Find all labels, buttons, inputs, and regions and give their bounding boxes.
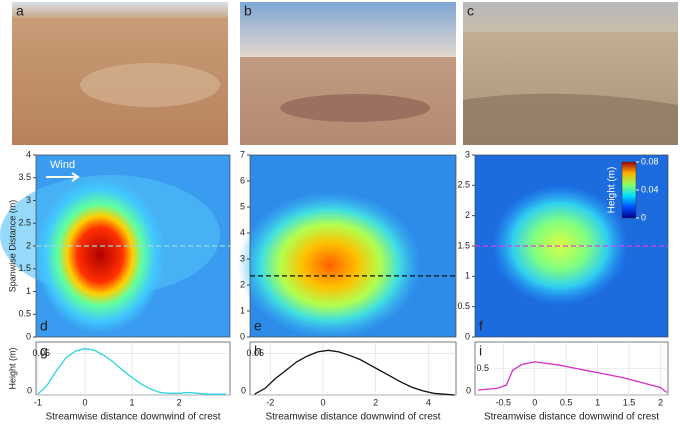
photo-sky — [12, 2, 228, 18]
panel-label: b — [244, 3, 252, 19]
annotation: Wind — [50, 159, 75, 171]
photos: a b c — [12, 2, 678, 145]
y-axis-label: Height (m) — [7, 347, 17, 389]
x-tick-label: 0.5 — [560, 397, 573, 407]
colorbar-tick-label: 0.04 — [641, 184, 659, 194]
x-tick-label: 0 — [532, 397, 537, 407]
panel-label: a — [16, 3, 24, 19]
y-tick-label: 2 — [465, 210, 470, 220]
x-tick-label: 2 — [373, 397, 378, 407]
panel-label: h — [254, 343, 262, 359]
heatmap-blob — [492, 185, 628, 305]
y-tick-label: 0.05 — [246, 348, 264, 358]
colorbar-tick-label: 0 — [641, 212, 646, 222]
y-tick-label: 7 — [240, 149, 245, 159]
x-axis-label: Streamwise distance downwind of crest — [45, 412, 220, 423]
x-tick-label: -0.5 — [496, 397, 512, 407]
y-tick-label: 6 — [240, 175, 245, 185]
y-tick-label: 1 — [465, 271, 470, 281]
photo-sky — [240, 2, 456, 57]
y-tick-label: 5 — [240, 201, 245, 211]
y-tick-label: 0.5 — [476, 363, 489, 373]
y-tick-label: 4 — [240, 227, 245, 237]
line-series — [478, 361, 668, 394]
colorbar-tick-label: 0.08 — [641, 156, 659, 166]
y-tick-label: 0.05 — [32, 348, 50, 358]
panel-label: d — [40, 318, 48, 334]
photo-sky — [463, 2, 678, 32]
y-tick-label: 0 — [466, 385, 471, 395]
y-tick-label: 2 — [26, 240, 31, 250]
photo-detail — [80, 63, 220, 107]
panel-label: i — [479, 343, 482, 359]
x-tick-label: 2 — [177, 397, 182, 407]
x-tick-label: 2 — [658, 397, 663, 407]
y-tick-label: 1 — [26, 286, 31, 296]
axis-frame — [249, 154, 457, 338]
y-tick-label: 2 — [240, 279, 245, 289]
y-tick-label: 0 — [26, 331, 31, 341]
y-tick-label: 0 — [465, 331, 470, 341]
panel-label: g — [40, 343, 48, 359]
y-tick-label: 1.5 — [457, 240, 470, 250]
x-tick-label: -2 — [266, 397, 274, 407]
colorbar — [621, 161, 637, 219]
y-tick-label: 1 — [240, 305, 245, 315]
y-tick-label: 3 — [26, 195, 31, 205]
photo-detail — [463, 93, 678, 145]
photo-detail — [280, 94, 430, 122]
x-axis-label: Streamwise distance downwind of crest — [484, 412, 659, 423]
y-tick-label: 2.5 — [18, 218, 31, 228]
y-tick-label: 3 — [465, 149, 470, 159]
panel-label: c — [467, 3, 474, 19]
y-tick-label: 0 — [240, 331, 245, 341]
line-series — [37, 347, 227, 395]
heatmap-blob — [35, 177, 165, 333]
y-tick-label: 0.5 — [457, 301, 470, 311]
line-series — [254, 349, 455, 396]
x-axis-label: Streamwise distance downwind of crest — [265, 412, 440, 423]
x-tick-label: 4 — [426, 397, 431, 407]
y-tick-label: 2.5 — [457, 180, 470, 190]
x-tick-label: 0 — [82, 397, 87, 407]
y-axis-label: Spanwise Distance (m) — [7, 200, 17, 293]
heatmap-blob — [238, 191, 422, 339]
y-tick-label: 0.5 — [18, 309, 31, 319]
y-tick-label: 4 — [26, 149, 31, 159]
y-tick-label: 3 — [240, 253, 245, 263]
y-tick-label: 0 — [27, 385, 32, 395]
x-tick-label: -1 — [34, 397, 42, 407]
x-tick-label: 1 — [595, 397, 600, 407]
axis-frame — [35, 341, 231, 396]
x-tick-label: 1 — [130, 397, 135, 407]
x-tick-label: 0 — [320, 397, 325, 407]
colorbar-label: Height (m) — [607, 167, 618, 214]
heatmap-art — [0, 155, 668, 339]
axis-frame — [249, 341, 457, 396]
x-tick-label: 1.5 — [623, 397, 636, 407]
panel-label: e — [254, 318, 262, 334]
wind-arrow — [46, 172, 80, 182]
panel-label: f — [479, 318, 483, 334]
y-tick-label: 3.5 — [18, 172, 31, 182]
y-tick-label: 1.5 — [18, 263, 31, 273]
y-tick-label: 0 — [241, 385, 246, 395]
